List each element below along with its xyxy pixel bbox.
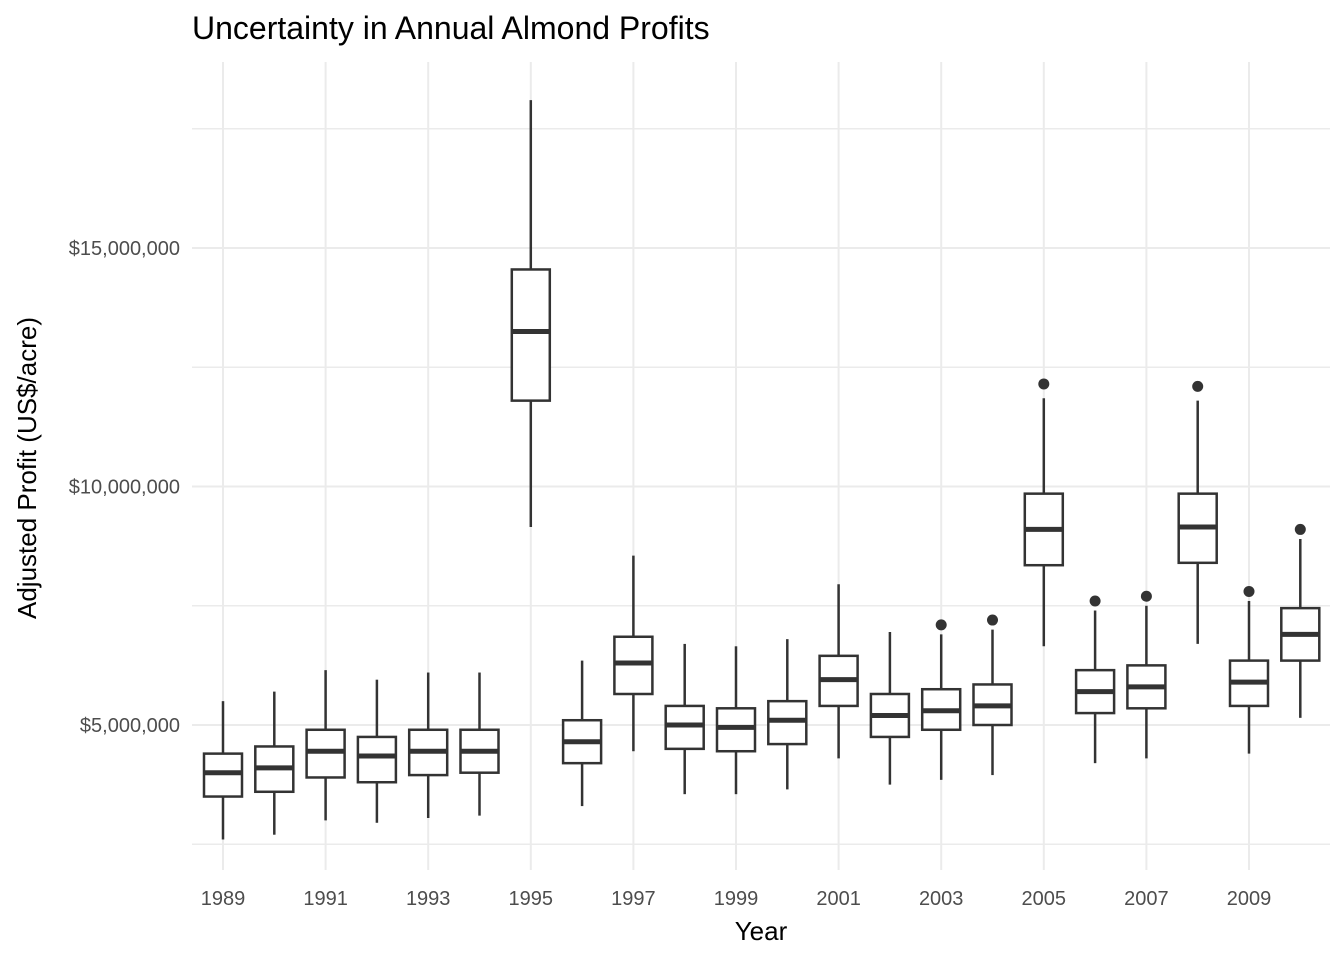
x-tick-label: 1999 bbox=[714, 888, 759, 910]
box-2007 bbox=[1126, 590, 1167, 759]
x-axis-title: Year bbox=[735, 916, 788, 946]
box-1998 bbox=[664, 643, 705, 795]
x-tick-label: 1991 bbox=[303, 888, 348, 910]
outlier-point bbox=[1140, 590, 1152, 602]
x-tick-label: 2009 bbox=[1227, 888, 1272, 910]
outlier-point bbox=[935, 619, 947, 631]
outlier-point bbox=[1294, 523, 1306, 535]
box-2001 bbox=[818, 584, 859, 759]
box-2003 bbox=[920, 619, 962, 780]
x-tick-label: 1989 bbox=[201, 888, 246, 910]
outlier-point bbox=[1038, 378, 1050, 390]
outlier-point bbox=[1243, 585, 1255, 597]
box-1991 bbox=[305, 670, 346, 821]
box-2009 bbox=[1228, 585, 1270, 754]
box-1992 bbox=[356, 679, 398, 823]
box-2002 bbox=[869, 631, 911, 785]
box-2006 bbox=[1074, 595, 1116, 764]
box-1990 bbox=[254, 691, 295, 835]
box-1999 bbox=[715, 646, 757, 795]
box-2010 bbox=[1280, 523, 1321, 718]
outlier-point bbox=[1192, 380, 1204, 392]
box-2000 bbox=[767, 639, 808, 790]
x-tick-label: 2007 bbox=[1124, 888, 1169, 910]
box-2008 bbox=[1177, 380, 1218, 644]
y-tick-label: $10,000,000 bbox=[69, 477, 180, 499]
y-axis-title: Adjusted Profit (US$/acre) bbox=[12, 317, 42, 619]
x-tick-label: 1993 bbox=[406, 888, 451, 910]
box-1989 bbox=[202, 701, 244, 840]
x-tick-label: 1997 bbox=[611, 888, 656, 910]
box-1996 bbox=[561, 660, 603, 807]
box-body bbox=[510, 268, 552, 402]
box-body bbox=[356, 735, 398, 784]
box-1997 bbox=[613, 555, 654, 752]
y-axis-ticks: $5,000,000 $10,000,000 $15,000,000 bbox=[69, 238, 180, 737]
x-tick-label: 2001 bbox=[816, 888, 861, 910]
y-tick-label: $15,000,000 bbox=[69, 238, 180, 260]
outlier-point bbox=[987, 614, 998, 626]
box-2004 bbox=[972, 614, 1013, 776]
x-tick-label: 2005 bbox=[1022, 888, 1067, 910]
x-tick-label: 2003 bbox=[919, 888, 964, 910]
box-2005 bbox=[1023, 378, 1065, 647]
box-1993 bbox=[407, 672, 449, 819]
outlier-point bbox=[1089, 595, 1101, 607]
y-tick-label: $5,000,000 bbox=[80, 715, 180, 737]
chart-title: Uncertainty in Annual Almond Profits bbox=[192, 10, 710, 46]
x-tick-label: 1995 bbox=[509, 888, 554, 910]
box-1994 bbox=[459, 672, 500, 816]
plot-area bbox=[202, 100, 1321, 840]
box-1995 bbox=[510, 100, 552, 528]
x-axis-ticks: 1989 1991 1993 1995 1997 1999 2001 2003 2005 2007… bbox=[201, 888, 1272, 910]
